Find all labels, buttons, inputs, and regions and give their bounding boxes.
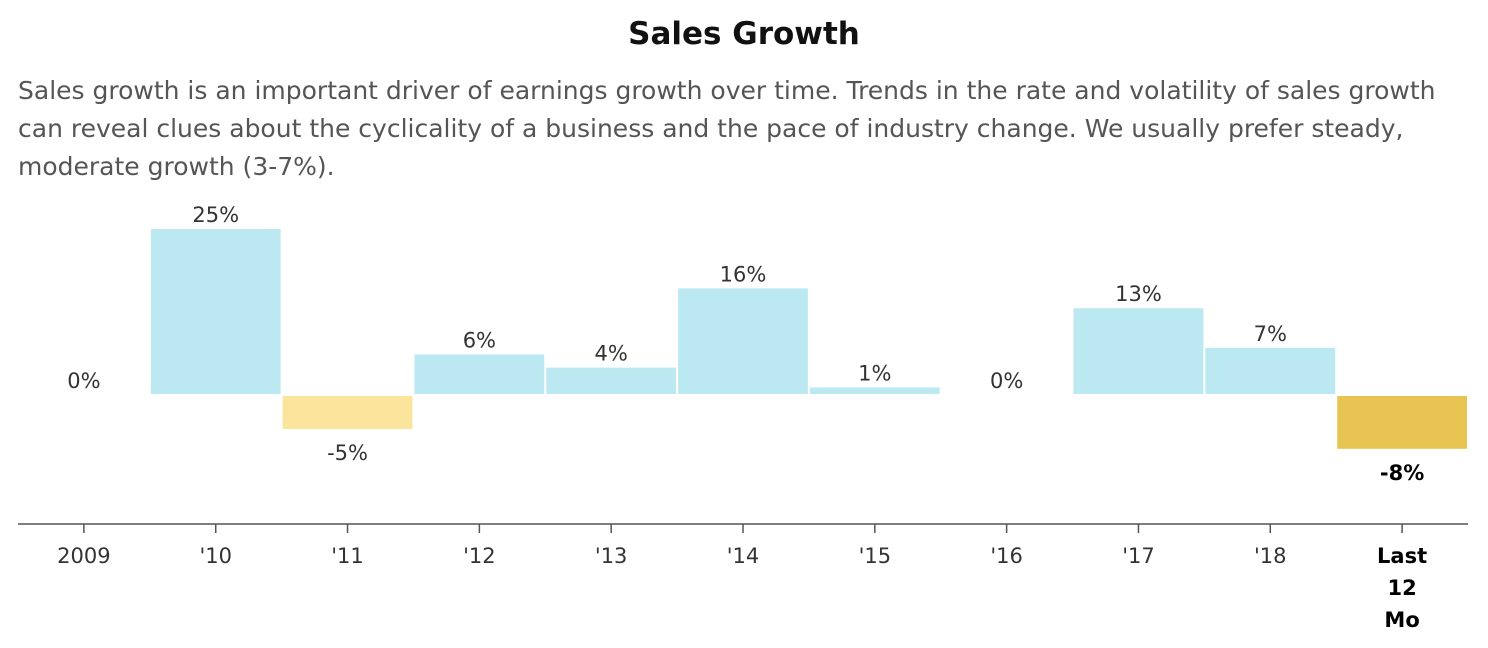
x-tick-label-1: '10	[199, 544, 232, 568]
bar-5	[678, 288, 808, 394]
chart-title: Sales Growth	[628, 16, 860, 52]
value-label-3: 6%	[463, 328, 496, 352]
x-tick-label-5: '14	[727, 544, 760, 568]
bar-6	[809, 387, 940, 394]
x-axis-tick-labels: 2009 '10 '11 '12 '13 '14 '15 '16 '17 '18 Last 12 Mo	[57, 544, 1427, 632]
value-labels-layer: 0% 25% -5% 6% 4% 16% 1% 0% 13% 7% -8%	[67, 203, 1424, 485]
value-label-5: 16%	[720, 262, 767, 286]
value-label-0: 0%	[67, 369, 100, 393]
bar-4	[546, 367, 677, 394]
value-label-2: -5%	[327, 441, 368, 465]
chart-description: Sales growth is an important driver of e…	[18, 76, 1436, 181]
x-tick-label-6: '15	[859, 544, 892, 568]
x-tick-label-7: '16	[990, 544, 1023, 568]
x-tick-label-0: 2009	[57, 544, 110, 568]
x-tick-label-9: '18	[1254, 544, 1287, 568]
x-axis-ticks	[83, 524, 1403, 533]
value-label-10: -8%	[1380, 461, 1424, 485]
x-tick-label-10: Last 12 Mo	[1377, 544, 1427, 632]
bar-8	[1073, 308, 1204, 394]
bar-9	[1205, 347, 1336, 394]
bar-1	[150, 229, 281, 394]
value-label-1: 25%	[192, 203, 239, 227]
x-tick-label-3: '12	[463, 544, 496, 568]
x-tick-label-8: '17	[1122, 544, 1155, 568]
value-label-9: 7%	[1254, 322, 1287, 346]
bars-layer	[150, 229, 1467, 449]
bar-10	[1337, 396, 1467, 449]
bar-3	[414, 354, 545, 394]
value-label-6: 1%	[858, 361, 891, 385]
x-tick-label-2: '11	[331, 544, 364, 568]
value-label-4: 4%	[595, 342, 628, 366]
value-label-7: 0%	[990, 369, 1023, 393]
value-label-8: 13%	[1115, 282, 1162, 306]
bar-2	[282, 396, 413, 429]
x-tick-label-4: '13	[595, 544, 628, 568]
